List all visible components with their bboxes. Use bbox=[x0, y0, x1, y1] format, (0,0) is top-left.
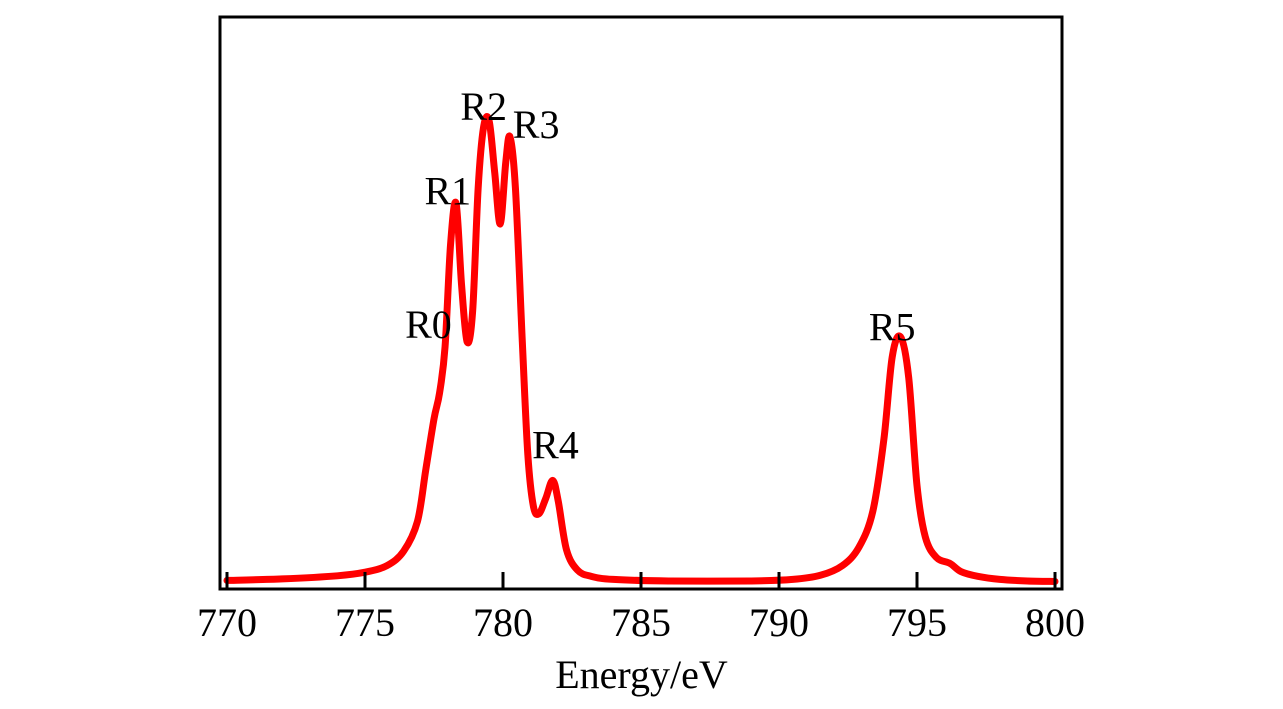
x-axis-tick-labels: 770 775 780 785 790 795 800 bbox=[197, 600, 1085, 645]
peak-label-r3: R3 bbox=[513, 102, 560, 147]
x-tick-label-795: 795 bbox=[887, 600, 947, 645]
x-tick-label-770: 770 bbox=[197, 600, 257, 645]
x-axis-ticks bbox=[225, 572, 1057, 589]
x-tick-label-775: 775 bbox=[335, 600, 395, 645]
x-tick-label-785: 785 bbox=[611, 600, 671, 645]
peak-label-r1: R1 bbox=[424, 169, 471, 214]
peak-label-r0: R0 bbox=[405, 302, 452, 347]
plot-area bbox=[223, 113, 1059, 585]
x-tick-label-800: 800 bbox=[1025, 600, 1085, 645]
x-axis-title: Energy/eV bbox=[555, 652, 728, 697]
x-tick-label-780: 780 bbox=[473, 600, 533, 645]
x-tick-label-790: 790 bbox=[749, 600, 809, 645]
spectrum-line-0 bbox=[223, 113, 1059, 585]
peak-labels: R0 R1 R2 R3 R4 R5 bbox=[405, 84, 915, 468]
peak-label-r5: R5 bbox=[869, 305, 916, 350]
peak-label-r2: R2 bbox=[460, 84, 507, 129]
peak-label-r4: R4 bbox=[532, 422, 579, 467]
plot-frame bbox=[218, 15, 1064, 591]
